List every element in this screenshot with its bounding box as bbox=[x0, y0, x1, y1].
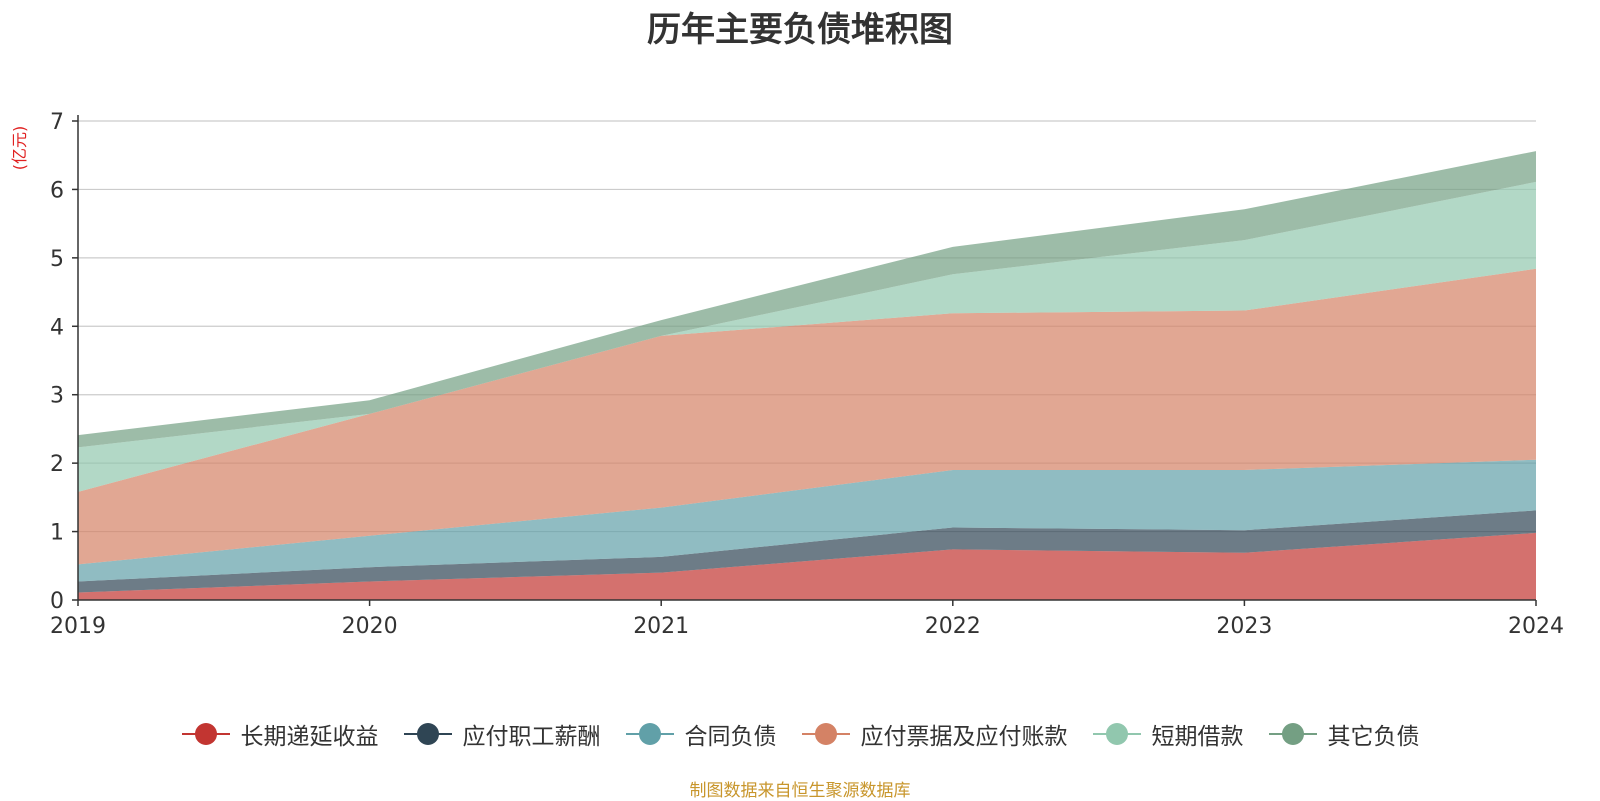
x-tick-label: 2021 bbox=[633, 614, 689, 639]
legend-item[interactable]: 应付职工薪酬 bbox=[403, 717, 601, 751]
legend-marker-icon bbox=[1092, 723, 1141, 745]
series-areas bbox=[78, 151, 1536, 600]
y-tick-label: 6 bbox=[50, 178, 64, 203]
area-series-3 bbox=[78, 459, 1536, 582]
x-tick-label: 2019 bbox=[50, 614, 106, 639]
legend-marker-icon bbox=[403, 723, 452, 745]
legend-marker-dot bbox=[416, 723, 439, 745]
legend-marker-dot bbox=[638, 723, 661, 745]
axes: 0 1 2 3 4 5 6 7 2019 2020 2021 2022 2023 2024 bbox=[50, 110, 1564, 639]
area-series-1 bbox=[78, 532, 1536, 600]
area-series-6 bbox=[78, 151, 1536, 448]
legend-item[interactable]: 应付票据及应付账款 bbox=[801, 717, 1068, 751]
legend-label: 应付职工薪酬 bbox=[462, 724, 601, 750]
y-tick-label: 3 bbox=[50, 384, 64, 409]
legend-item[interactable]: 长期递延收益 bbox=[181, 717, 379, 751]
legend-marker-dot bbox=[194, 723, 217, 745]
legend-item[interactable]: 短期借款 bbox=[1092, 717, 1244, 751]
x-tick-label: 2024 bbox=[1508, 614, 1564, 639]
legend-marker-icon bbox=[1268, 723, 1317, 745]
legend-marker-dot bbox=[1281, 723, 1304, 745]
legend-label: 合同负债 bbox=[684, 724, 777, 750]
chart-title: 历年主要负债堆积图 bbox=[647, 10, 953, 50]
legend-item[interactable]: 其它负债 bbox=[1268, 717, 1420, 751]
area-series-4 bbox=[78, 268, 1536, 565]
y-tick-label: 1 bbox=[50, 521, 64, 546]
legend-marker-icon bbox=[181, 723, 230, 745]
area-series-5 bbox=[78, 181, 1536, 492]
legend-marker-dot bbox=[814, 723, 837, 745]
legend: 长期递延收益 应付职工薪酬 合同负债 应付票据及应付账款 短期借款 其它负债 bbox=[0, 717, 1600, 751]
y-tick-label: 0 bbox=[50, 589, 64, 614]
legend-marker-icon bbox=[801, 723, 850, 745]
legend-label: 应付票据及应付账款 bbox=[860, 724, 1068, 750]
y-tick-label: 4 bbox=[50, 315, 64, 340]
legend-marker-icon bbox=[625, 723, 674, 745]
area-series-2 bbox=[78, 510, 1536, 593]
x-tick-label: 2022 bbox=[925, 614, 981, 639]
legend-label: 其它负债 bbox=[1327, 724, 1420, 750]
legend-label: 短期借款 bbox=[1151, 724, 1244, 750]
data-source-note: 制图数据来自恒生聚源数据库 bbox=[689, 781, 911, 801]
legend-item[interactable]: 合同负债 bbox=[625, 717, 777, 751]
x-tick-label: 2020 bbox=[342, 614, 398, 639]
y-tick-label: 2 bbox=[50, 452, 64, 477]
y-tick-label: 7 bbox=[50, 110, 64, 135]
y-tick-label: 5 bbox=[50, 247, 64, 272]
legend-marker-dot bbox=[1105, 723, 1128, 745]
legend-label: 长期递延收益 bbox=[240, 724, 379, 750]
x-tick-label: 2023 bbox=[1216, 614, 1272, 639]
